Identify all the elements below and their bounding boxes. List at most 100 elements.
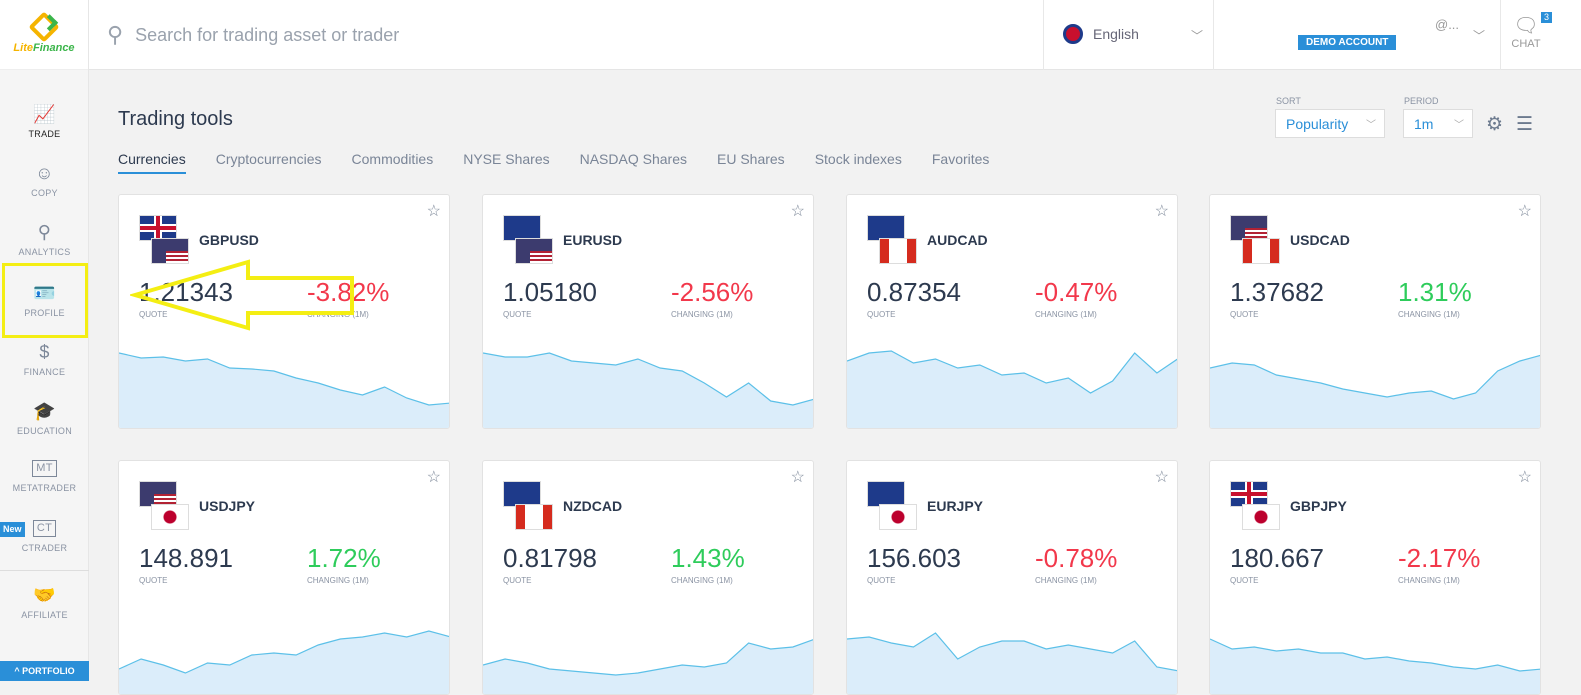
nav-label: EDUCATION	[16, 426, 73, 436]
search-input[interactable]: ⚲ Search for trading asset or trader	[107, 22, 399, 48]
tab-favorites[interactable]: Favorites	[931, 151, 990, 167]
instrument-card-usdjpy[interactable]: ☆ USDJPY 148.891 1.72% QUOTE CHANGING (1…	[118, 460, 450, 695]
sparkline-chart	[1210, 354, 1540, 428]
portfolio-button[interactable]: ^ PORTFOLIO	[0, 661, 89, 681]
instrument-card-eurjpy[interactable]: ☆ EURJPY 156.603 -0.78% QUOTE CHANGING (…	[846, 460, 1178, 695]
change-value: -2.17%	[1398, 543, 1481, 573]
change-value: -3.82%	[307, 277, 390, 307]
instrument-card-gbpjpy[interactable]: ☆ GBPJPY 180.667 -2.17% QUOTE CHANGING (…	[1209, 460, 1541, 695]
favorite-star-icon[interactable]: ☆	[1154, 469, 1169, 486]
us-flag-icon	[1230, 215, 1268, 241]
change-value: -0.47%	[1035, 277, 1118, 307]
ca-flag-icon	[1242, 238, 1280, 264]
tab-stock-indexes[interactable]: Stock indexes	[814, 151, 902, 167]
favorite-star-icon[interactable]: ☆	[1517, 469, 1532, 486]
tab-currencies[interactable]: Currencies	[118, 151, 186, 174]
sidebar-item-trade[interactable]: 📈 TRADE	[0, 102, 89, 139]
quote-label: QUOTE	[139, 310, 168, 319]
favorite-star-icon[interactable]: ☆	[790, 469, 805, 486]
quote-value: 1.37682	[1230, 277, 1324, 307]
change-value: 1.72%	[307, 543, 381, 573]
dollar-icon: $	[39, 342, 50, 362]
instrument-card-usdcad[interactable]: ☆ USDCAD 1.37682 1.31% QUOTE CHANGING (1…	[1209, 194, 1541, 429]
nav-label: ANALYTICS	[18, 247, 71, 257]
tab-eu-shares[interactable]: EU Shares	[716, 151, 785, 167]
yellow-arrow-annotation	[130, 259, 354, 331]
nav-label: COPY	[31, 188, 58, 198]
sort-select[interactable]: Popularity ﹀	[1275, 109, 1385, 138]
nav-label: AFFILIATE	[21, 610, 68, 620]
change-label: CHANGING (1M)	[1035, 576, 1097, 585]
sparkline-line	[483, 639, 813, 676]
change-label: CHANGING (1M)	[1035, 310, 1097, 319]
ct-icon: CT	[32, 520, 57, 537]
change-value: 1.43%	[671, 543, 745, 573]
chat-button[interactable]: 🗨 3 CHAT	[1511, 12, 1553, 50]
instrument-card-audcad[interactable]: ☆ AUDCAD 0.87354 -0.47% QUOTE CHANGING (…	[846, 194, 1178, 429]
period-label: PERIOD	[1404, 96, 1439, 106]
sidebar-item-ctrader[interactable]: CT CTRADER	[0, 516, 89, 553]
period-value: 1m	[1414, 116, 1434, 132]
graduation-cap-icon: 🎓	[33, 401, 56, 421]
chevron-down-icon: ﹀	[1366, 120, 1376, 131]
top-bar: ⚲ Search for trading asset or trader Engl…	[89, 0, 1581, 70]
account-badge: DEMO ACCOUNT	[1298, 35, 1397, 50]
logo[interactable]: LiteFinance	[0, 0, 88, 70]
logo-text-a: Lite	[13, 41, 33, 54]
symbol: USDCAD	[1290, 232, 1350, 248]
account-chevron-icon[interactable]: ﹀	[1473, 29, 1486, 43]
sidebar-item-finance[interactable]: $ FINANCE	[0, 340, 89, 377]
sort-value: Popularity	[1286, 116, 1349, 132]
quote-label: QUOTE	[503, 576, 532, 585]
sparkline-line	[847, 632, 1177, 672]
sparkline-chart	[119, 352, 449, 428]
favorite-star-icon[interactable]: ☆	[426, 203, 441, 220]
quote-label: QUOTE	[867, 576, 896, 585]
change-label: CHANGING (1M)	[1398, 310, 1460, 319]
sidebar-item-affiliate[interactable]: 🤝 AFFILIATE	[0, 583, 89, 620]
tab-commodities[interactable]: Commodities	[351, 151, 434, 167]
tab-cryptocurrencies[interactable]: Cryptocurrencies	[215, 151, 322, 167]
list-view-icon[interactable]: ☰	[1516, 114, 1534, 135]
user-name[interactable]: @...	[1435, 17, 1460, 32]
instrument-card-gbpusd[interactable]: ☆ GBPUSD 1.21343 -3.82% QUOTE CHANGING (…	[118, 194, 450, 429]
sparkline-area	[483, 353, 813, 428]
favorite-star-icon[interactable]: ☆	[426, 469, 441, 486]
tab-nyse-shares[interactable]: NYSE Shares	[463, 151, 550, 167]
us-flag-icon	[151, 238, 189, 264]
portfolio-label: PORTFOLIO	[22, 666, 75, 676]
sidebar-item-education[interactable]: 🎓 EDUCATION	[0, 399, 89, 436]
analytics-icon: ⚲	[37, 222, 52, 242]
change-value: 1.31%	[1398, 277, 1472, 307]
sidebar-item-analytics[interactable]: ⚲ ANALYTICS	[0, 220, 89, 257]
favorite-star-icon[interactable]: ☆	[1517, 203, 1532, 220]
sparkline-area	[1210, 355, 1540, 428]
uk-flag-icon	[1063, 24, 1083, 44]
symbol: EURUSD	[563, 232, 623, 248]
change-value: -0.78%	[1035, 543, 1118, 573]
instrument-card-eurusd[interactable]: ☆ EURUSD 1.05180 -2.56% QUOTE CHANGING (…	[482, 194, 814, 429]
sparkline-area	[1210, 639, 1540, 694]
ca-flag-icon	[515, 504, 553, 530]
tab-nasdaq-shares[interactable]: NASDAQ Shares	[579, 151, 687, 167]
language-label: English	[1093, 26, 1139, 42]
period-select[interactable]: 1m ﹀	[1403, 109, 1473, 138]
favorite-star-icon[interactable]: ☆	[790, 203, 805, 220]
symbol: GBPUSD	[199, 232, 259, 248]
sidebar-item-metatrader[interactable]: MT METATRADER	[0, 456, 89, 493]
symbol: GBPJPY	[1290, 498, 1347, 514]
nz-flag-icon	[503, 481, 541, 507]
sparkline-chart	[847, 632, 1177, 694]
instrument-card-nzdcad[interactable]: ☆ NZDCAD 0.81798 1.43% QUOTE CHANGING (1…	[482, 460, 814, 695]
symbol: NZDCAD	[563, 498, 623, 514]
quote-value: 148.891	[139, 543, 233, 573]
sidebar-item-copy[interactable]: ☺ COPY	[0, 161, 89, 198]
gear-icon[interactable]: ⚙	[1486, 114, 1504, 135]
chat-count: 3	[1541, 12, 1553, 23]
language-select[interactable]: English	[1063, 24, 1139, 44]
chevron-down-icon[interactable]: ﹀	[1191, 29, 1204, 43]
quote-value: 1.05180	[503, 277, 597, 307]
favorite-star-icon[interactable]: ☆	[1154, 203, 1169, 220]
logo-mark-icon	[28, 10, 60, 43]
sidebar-item-profile[interactable]: 🪪 PROFILE	[0, 281, 89, 318]
